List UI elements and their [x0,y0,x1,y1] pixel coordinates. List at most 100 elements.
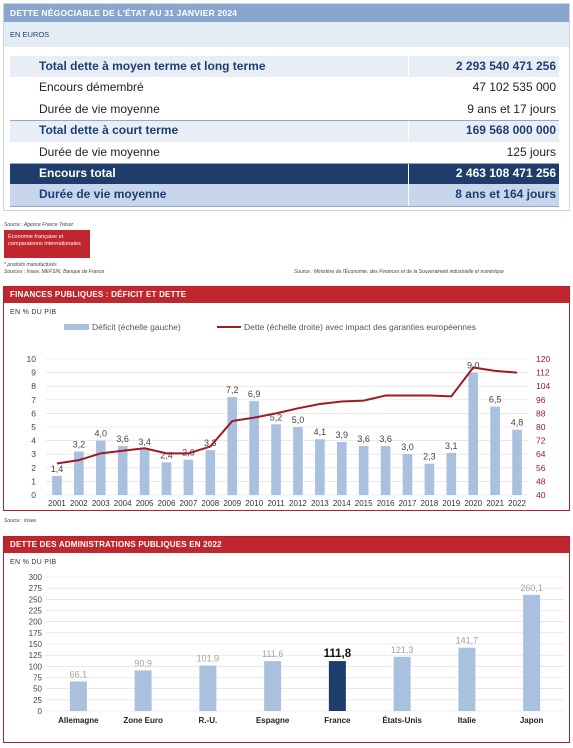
deficit-bar [161,462,172,495]
deficit-bar [95,440,106,495]
y-left-tick-label: 9 [31,368,36,378]
row-value-duree-totale: 8 ans et 164 jours [409,184,559,206]
deficit-bar [490,406,500,495]
row-label-duree-ct: Durée de vie moyenne [39,144,160,159]
row-label-encours-demembre: Encours démembré [39,80,144,95]
deficit-value-label: 9,0 [467,361,480,371]
row-label-total-mlt: Total dette à moyen terme et long terme [10,56,408,78]
y-tick-label: 250 [29,595,43,604]
y-left-tick-label: 5 [31,422,36,432]
bar [458,647,476,711]
y-right-tick-label: 72 [536,436,546,446]
bar-value-label: 121,3 [391,645,414,655]
x-tick-label: États-Unis [382,716,422,725]
finances-chart: Déficit (échelle gauche) Dette (échelle … [27,322,551,508]
x-tick-label: 2009 [223,499,241,508]
deficit-bar [468,372,479,495]
sources-left: Sources : Insee, MEFSIN, Banque de Franc… [4,269,105,275]
deficit-value-label: 3,6 [357,434,370,444]
x-tick-label: Italie [458,716,477,725]
bar-value-label: 141,7 [456,636,479,646]
publication-logo: Économie française et comparaisons inter… [4,230,90,258]
legend-dette-label: Dette (échelle droite) avec impact des g… [244,322,476,332]
deficit-bar [117,446,128,495]
y-left-tick-label: 1 [31,476,36,486]
bar-value-label: 111,6 [262,649,283,659]
y-right-tick-label: 56 [536,463,546,473]
deficit-bar [139,448,150,495]
y-left-tick-label: 7 [31,395,36,405]
y-left-tick-label: 10 [27,354,37,364]
admin-chart: 0 25 50 75 100 125 150 175 200 225 250 275 300 66,1 Al… [29,573,564,725]
x-tick-label: 2001 [48,499,66,508]
row-label-encours-total: Encours total [10,162,408,185]
deficit-value-label: 3,6 [379,434,392,444]
debt-table-panel: DETTE NÉGOCIABLE DE L'ÉTAT AU 31 JANVIER… [3,3,570,211]
logo-line-1: Économie française et [8,234,64,240]
x-tick-label: 2008 [201,499,219,508]
deficit-bar [227,397,238,495]
deficit-value-label: 4,0 [95,429,108,439]
x-tick-label: Espagne [256,716,290,725]
finances-source: Source : Insee [4,518,37,524]
bar [134,670,152,711]
y-right-tick-label: 40 [536,490,546,500]
x-tick-label: Zone Euro [123,716,163,725]
x-tick-label: 2012 [289,499,307,508]
x-tick-label: 2005 [136,499,154,508]
y-left-tick-label: 2 [31,463,36,473]
source-right: Source : Ministère de l'Économie, des Fi… [294,269,504,275]
deficit-bar [424,463,435,495]
y-left-tick-label: 3 [31,449,36,459]
y-tick-label: 0 [38,707,43,716]
legend-bar-swatch [64,324,89,330]
row-divider [10,163,559,164]
x-tick-label: R.-U. [199,716,218,725]
x-tick-label: 2004 [114,499,132,508]
deficit-bar [249,401,259,495]
bar-value-label: 111,8 [324,648,352,660]
x-tick-label: France [324,716,351,725]
x-tick-label: 2020 [464,499,482,508]
y-tick-label: 75 [33,674,42,683]
x-tick-label: 2018 [421,499,439,508]
deficit-bar [315,439,325,495]
bar [199,665,217,711]
legend-deficit-label: Déficit (échelle gauche) [92,322,181,332]
x-tick-label: 2015 [355,499,373,508]
row-value-encours-total: 2 463 108 471 256 [409,162,559,185]
finances-chart-title: FINANCES PUBLIQUES : DÉFICIT ET DETTE [4,287,569,303]
y-tick-label: 50 [33,685,42,694]
y-left-tick-label: 0 [31,490,36,500]
deficit-value-label: 6,5 [489,395,502,405]
row-label-duree-mlt: Durée de vie moyenne [39,101,160,116]
deficit-value-label: 3,1 [445,441,458,451]
y-tick-label: 200 [29,618,43,627]
y-tick-label: 225 [29,607,43,616]
bar [264,661,282,711]
y-right-tick-label: 120 [536,354,550,364]
y-tick-label: 25 [33,696,42,705]
y-tick-label: 100 [29,662,43,671]
bar-value-label: 66,1 [70,669,88,679]
bar-value-label: 260,1 [520,583,543,593]
deficit-bar [293,427,303,495]
debt-table-labels: Total dette à moyen terme et long terme … [10,56,408,206]
x-tick-label: 2002 [70,499,88,508]
x-tick-label: 2006 [158,499,176,508]
bar [523,594,541,711]
x-tick-label: 2014 [333,499,351,508]
deficit-value-label: 3,2 [73,439,86,449]
deficit-value-label: 3,4 [138,437,151,447]
x-tick-label: 2021 [486,499,504,508]
y-left-tick-label: 6 [31,408,36,418]
deficit-value-label: 3,3 [204,438,217,448]
finances-chart-unit: EN % DU PIB [10,309,57,316]
row-label-duree-totale: Durée de vie moyenne [10,184,408,206]
y-right-tick-label: 80 [536,422,546,432]
y-right-tick-label: 104 [536,381,550,391]
logo-line-2: comparaisons internationales [8,241,81,247]
x-tick-label: 2011 [267,499,285,508]
finances-chart-panel: FINANCES PUBLIQUES : DÉFICIT ET DETTE EN… [3,286,570,511]
y-right-tick-label: 88 [536,408,546,418]
